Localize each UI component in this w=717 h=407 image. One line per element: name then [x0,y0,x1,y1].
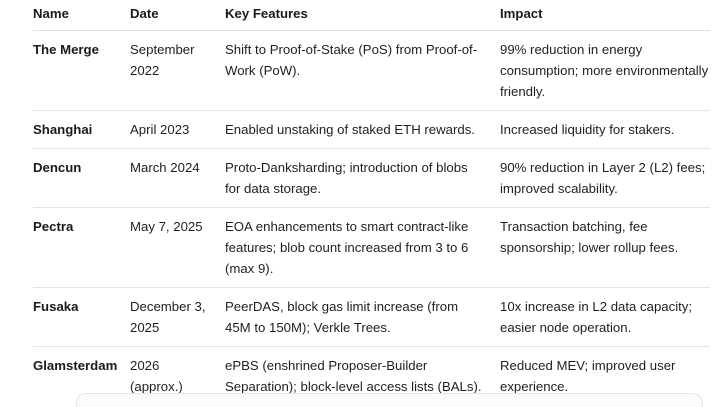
cell-impact: 90% reduction in Layer 2 (L2) fees; impr… [500,160,706,196]
cell-key-features: Shift to Proof-of-Stake (PoS) from Proof… [225,42,478,78]
cell-key-features: Proto-Danksharding; introduction of blob… [225,160,468,196]
cell-date: March 2024 [130,160,200,175]
cell-date: December 3, 2025 [130,299,206,335]
column-header-key-features: Key Features [225,6,308,21]
cell-key-features: ePBS (enshrined Proposer-Builder Separat… [225,358,482,394]
table-row: Shanghai April 2023 Enabled unstaking of… [33,111,710,149]
table-row: Glamsterdam 2026 (approx.) ePBS (enshrin… [33,347,710,405]
cell-date: 2026 (approx.) [130,358,183,394]
cell-impact: Increased liquidity for stakers. [500,122,675,137]
cell-impact: Transaction batching, fee sponsorship; l… [500,219,679,255]
table-row: Fusaka December 3, 2025 PeerDAS, block g… [33,288,710,347]
clipped-next-block-top-edge [76,393,703,407]
table-row: Dencun March 2024 Proto-Danksharding; in… [33,149,710,208]
cell-name: Shanghai [33,122,93,137]
ethereum-upgrades-table: Name Date Key Features Impact The Merge … [33,0,710,404]
cell-date: May 7, 2025 [130,219,203,234]
cell-key-features: EOA enhancements to smart contract-like … [225,219,469,276]
cell-date: September 2022 [130,42,195,78]
cell-name: Fusaka [33,299,79,314]
cell-impact: 99% reduction in energy consumption; mor… [500,42,709,99]
column-header-date: Date [130,6,159,21]
cell-name: Dencun [33,160,82,175]
cell-impact: 10x increase in L2 data capacity; easier… [500,299,693,335]
column-header-name: Name [33,6,69,21]
cell-impact: Reduced MEV; improved user experience. [500,358,676,394]
cell-date: April 2023 [130,122,190,137]
cell-name: Pectra [33,219,74,234]
cell-key-features: PeerDAS, block gas limit increase (from … [225,299,459,335]
header-row: Name Date Key Features Impact [33,0,710,31]
cell-key-features: Enabled unstaking of staked ETH rewards. [225,122,475,137]
cell-name: Glamsterdam [33,358,118,373]
table-row: The Merge September 2022 Shift to Proof-… [33,31,710,111]
cell-name: The Merge [33,42,99,57]
column-header-impact: Impact [500,6,543,21]
table-row: Pectra May 7, 2025 EOA enhancements to s… [33,208,710,288]
